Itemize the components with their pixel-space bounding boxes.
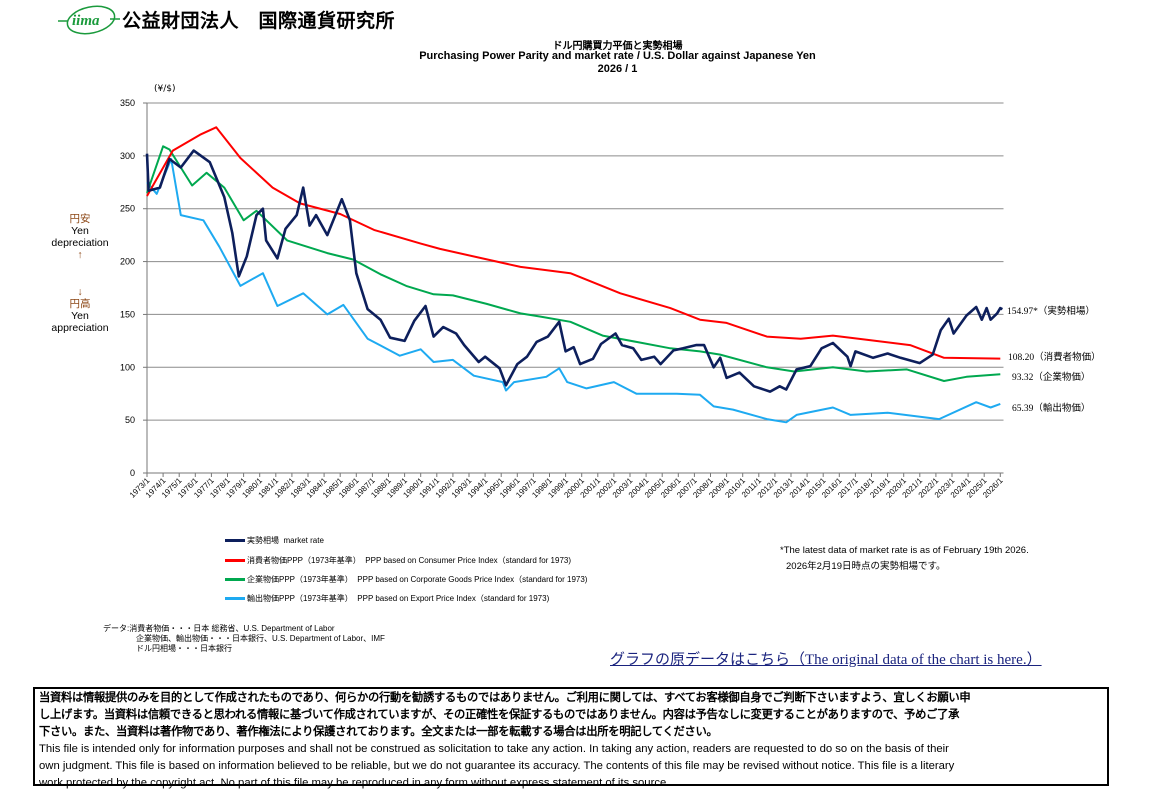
y-tick-label: 50 <box>125 415 135 425</box>
organization-name: 公益財団法人 国際通貨研究所 <box>122 10 396 32</box>
y-tick-label: 0 <box>130 468 135 478</box>
legend-item-market-rate: 実勢相場 market rate <box>225 535 324 546</box>
legend-item-cpi-ppp: 消費者物価PPP（1973年基準） PPP based on Consumer … <box>225 555 571 566</box>
chart-title-jp: ドル円購買力平価と実勢相場 <box>552 41 683 52</box>
disclaimer-en-line: own judgment. This file is based on info… <box>39 760 955 772</box>
iima-logo: iima <box>58 5 120 35</box>
legend-label: 企業物価PPP（1973年基準） <box>247 575 353 584</box>
yen-depreciation-label: 円安 Yen depreciation ↑ <box>30 213 130 261</box>
label-jp: 円安 <box>69 213 91 225</box>
up-arrow-icon: ↑ <box>77 249 83 261</box>
y-tick-label: 300 <box>120 151 135 161</box>
chart-date: 2026 / 1 <box>597 63 638 75</box>
latest-data-note-jp: 2026年2月19日時点の実勢相場です。 <box>786 561 946 572</box>
chart-title-en: Purchasing Power Parity and market rate … <box>419 50 816 62</box>
disclaimer-en-line: This file is intended only for informati… <box>39 743 949 755</box>
legend-label-en: PPP based on Corporate Goods Price Index… <box>357 575 588 584</box>
legend-swatch <box>225 559 245 562</box>
disclaimer-jp-line: し上げます。当資料は信頼できると思われる情報に基づいて作成されていますが、その正… <box>39 709 960 721</box>
series-line-cpi-ppp <box>146 126 1001 360</box>
label-en: Yen <box>71 225 89 237</box>
legend-label: 消費者物価PPP（1973年基準） <box>247 556 361 565</box>
legend-swatch <box>225 539 245 542</box>
disclaimer-en-line: work protected by the copyright act. No … <box>39 777 670 789</box>
end-value-label: 108.20（消費者物価） <box>1008 351 1101 363</box>
y-tick-label: 350 <box>120 98 135 108</box>
y-tick-label: 150 <box>120 309 135 319</box>
series-line-cgpi-ppp <box>146 145 1001 382</box>
legend-label: 輸出物価PPP（1973年基準） <box>247 594 353 603</box>
legend-label-en: PPP based on Consumer Price Index（standa… <box>365 556 572 565</box>
end-value-label: 93.32（企業物価） <box>1012 371 1090 383</box>
disclaimer-jp-line: 当資料は情報提供のみを目的として作成されたものであり、何らかの行動を勧誘するもの… <box>39 692 971 704</box>
svg-text:iima: iima <box>72 13 100 29</box>
y-tick-label: 250 <box>120 204 135 214</box>
series-line-market-rate <box>145 149 1004 393</box>
legend-label-en: market rate <box>283 536 324 545</box>
series-line-export-ppp <box>146 158 1001 424</box>
end-value-label: 154.97*（実勢相場） <box>1007 305 1095 317</box>
y-tick-label: 200 <box>120 257 135 267</box>
data-source: 企業物価、輸出物価・・・日本銀行、U.S. Department of Labo… <box>136 634 385 643</box>
ppp-chart: 0501001502002503003501973/11974/11975/11… <box>120 98 1101 500</box>
legend-swatch <box>225 578 245 581</box>
data-source: ドル円相場・・・日本銀行 <box>136 644 232 653</box>
legend-item-export-ppp: 輸出物価PPP（1973年基準） PPP based on Export Pri… <box>225 593 549 604</box>
legend-swatch <box>225 597 245 600</box>
label-en: depreciation <box>51 237 109 249</box>
end-value-label: 65.39（輸出物価） <box>1012 402 1090 414</box>
disclaimer-jp-line: 下さい。また、当資料は著作物であり、著作権法により保護されております。全文または… <box>39 726 718 738</box>
legend-label: 実勢相場 <box>247 536 279 545</box>
latest-data-note-en: *The latest data of market rate is as of… <box>780 545 1029 556</box>
legend-item-cgpi-ppp: 企業物価PPP（1973年基準） PPP based on Corporate … <box>225 574 587 585</box>
disclaimer-box: 当資料は情報提供のみを目的として作成されたものであり、何らかの行動を勧誘するもの… <box>33 687 1109 789</box>
label-en: Yen <box>71 310 89 322</box>
yen-appreciation-label: ↓ 円高 Yen appreciation <box>30 286 130 334</box>
data-source: データ:消費者物価・・・日本 総務省、U.S. Department of La… <box>103 624 335 633</box>
y-tick-label: 100 <box>120 362 135 372</box>
original-data-link[interactable]: グラフの原データはこちら（The original data of the ch… <box>610 652 1042 668</box>
legend-label-en: PPP based on Export Price Index（standard… <box>357 594 550 603</box>
label-jp: 円高 <box>69 298 91 310</box>
down-arrow-icon: ↓ <box>77 286 83 298</box>
label-en: appreciation <box>51 322 109 334</box>
y-axis-unit: (¥/$) <box>154 84 176 94</box>
